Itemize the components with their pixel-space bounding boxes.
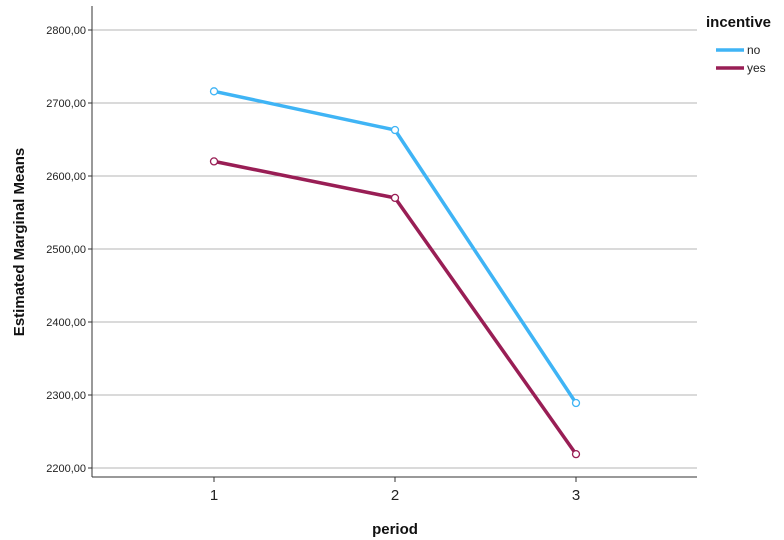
series-yes: [209, 157, 581, 459]
y-axis-title: Estimated Marginal Means: [11, 148, 28, 336]
legend-title: incentive: [706, 14, 771, 31]
y-tick-label: 2300,00: [46, 390, 86, 402]
y-tick-labels: 2200,00 2300,00 2400,00 2500,00 2600,00 2700,…: [46, 25, 92, 475]
axes: [91, 6, 697, 478]
legend: incentive no yes: [706, 14, 771, 75]
x-axis-title: period: [372, 521, 418, 538]
data-point: [571, 398, 581, 408]
data-point: [390, 193, 400, 203]
y-tick-label: 2500,00: [46, 244, 86, 256]
series-line: [213, 159, 578, 456]
x-tick-labels: 1 2 3: [210, 477, 580, 504]
data-point: [209, 87, 219, 96]
x-tick-label: 3: [572, 487, 580, 504]
legend-label: no: [747, 43, 761, 57]
data-point: [571, 449, 581, 459]
legend-items: no yes: [716, 43, 766, 75]
series-line: [213, 89, 578, 404]
data-point: [390, 125, 400, 135]
gridlines: [92, 29, 697, 469]
data-point: [209, 157, 219, 166]
x-tick-label: 2: [391, 487, 399, 504]
y-tick-label: 2700,00: [46, 98, 86, 110]
series-no: [209, 87, 581, 408]
y-tick-label: 2200,00: [46, 463, 86, 475]
series: [209, 87, 581, 459]
legend-label: yes: [747, 61, 766, 75]
y-tick-label: 2800,00: [46, 25, 86, 37]
x-tick-label: 1: [210, 487, 218, 504]
y-tick-label: 2400,00: [46, 317, 86, 329]
y-tick-label: 2600,00: [46, 171, 86, 183]
